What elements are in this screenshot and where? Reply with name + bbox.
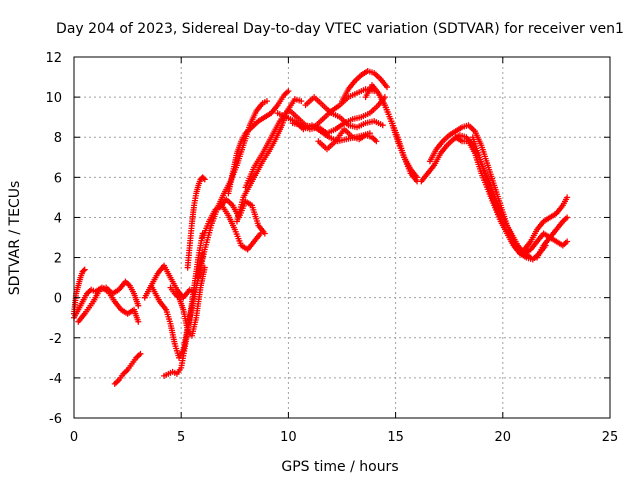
series-arc-7 xyxy=(161,230,206,379)
plus-marker xyxy=(201,264,208,271)
plus-marker xyxy=(135,302,142,309)
plus-marker xyxy=(373,138,380,145)
plus-marker xyxy=(263,98,270,105)
plot-frame xyxy=(73,56,611,419)
plus-marker xyxy=(564,194,571,201)
plus-marker xyxy=(414,174,421,181)
y-tick-label: 0 xyxy=(54,292,62,307)
y-tick-label: -6 xyxy=(49,412,62,427)
plus-marker xyxy=(564,238,571,245)
y-tick-label: 6 xyxy=(54,171,62,186)
series-arc-28 xyxy=(521,194,571,253)
series-arc-3 xyxy=(75,278,142,325)
plus-marker xyxy=(137,350,144,357)
y-tick-label: 10 xyxy=(45,91,62,106)
series-arc-20 xyxy=(339,68,391,105)
series-arc-14 xyxy=(233,96,305,225)
plus-marker xyxy=(200,175,207,182)
chart-title: Day 204 of 2023, Sidereal Day-to-day VTE… xyxy=(56,21,624,37)
series-arc-19 xyxy=(315,126,380,153)
plus-marker xyxy=(285,88,292,95)
y-axis-label: SDTVAR / TECUs xyxy=(7,181,23,296)
series-arc-5 xyxy=(141,262,198,301)
plus-marker xyxy=(564,214,571,221)
x-tick-label: 0 xyxy=(70,430,78,445)
series-arc-9 xyxy=(184,174,208,271)
x-tick-labels: 0 5 10 15 20 25 xyxy=(70,430,618,445)
x-tick-label: 10 xyxy=(280,430,297,445)
y-tick-label: 12 xyxy=(45,51,62,66)
x-axis-label: GPS time / hours xyxy=(281,459,398,475)
series-arc-22 xyxy=(375,90,421,181)
plus-marker xyxy=(261,230,268,237)
series-arc-30 xyxy=(516,242,549,263)
plus-marker xyxy=(542,242,549,249)
grid xyxy=(74,57,610,418)
series-arc-12 xyxy=(216,196,268,237)
y-tick-label: 2 xyxy=(54,252,62,267)
series-arc-11 xyxy=(199,202,264,253)
ticks xyxy=(73,56,611,419)
plus-marker xyxy=(379,122,386,129)
x-tick-label: 15 xyxy=(387,430,404,445)
y-tick-labels: -6 -4 -2 0 2 4 6 8 10 12 xyxy=(45,51,62,427)
plus-marker xyxy=(501,222,508,229)
y-tick-label: 8 xyxy=(54,131,62,146)
plus-marker xyxy=(80,267,87,274)
plus-marker xyxy=(135,318,142,325)
y-tick-label: 4 xyxy=(54,211,62,226)
plus-marker xyxy=(81,266,88,273)
y-tick-label: -4 xyxy=(49,372,62,387)
plus-marker xyxy=(201,176,208,183)
y-tick-label: -2 xyxy=(49,332,62,347)
x-tick-label: 25 xyxy=(602,430,619,445)
series-arc-4 xyxy=(111,350,144,387)
x-tick-label: 20 xyxy=(495,430,512,445)
series-arc-17 xyxy=(289,94,388,137)
series-arc-26 xyxy=(469,134,508,229)
plus-marker xyxy=(384,84,391,91)
data-points xyxy=(71,68,571,387)
series-arc-13 xyxy=(225,88,292,197)
series-arc-8 xyxy=(167,264,208,339)
plus-marker xyxy=(298,98,305,105)
series-arc-18 xyxy=(302,94,386,131)
series-arc-10 xyxy=(195,98,270,281)
x-tick-label: 5 xyxy=(177,430,185,445)
